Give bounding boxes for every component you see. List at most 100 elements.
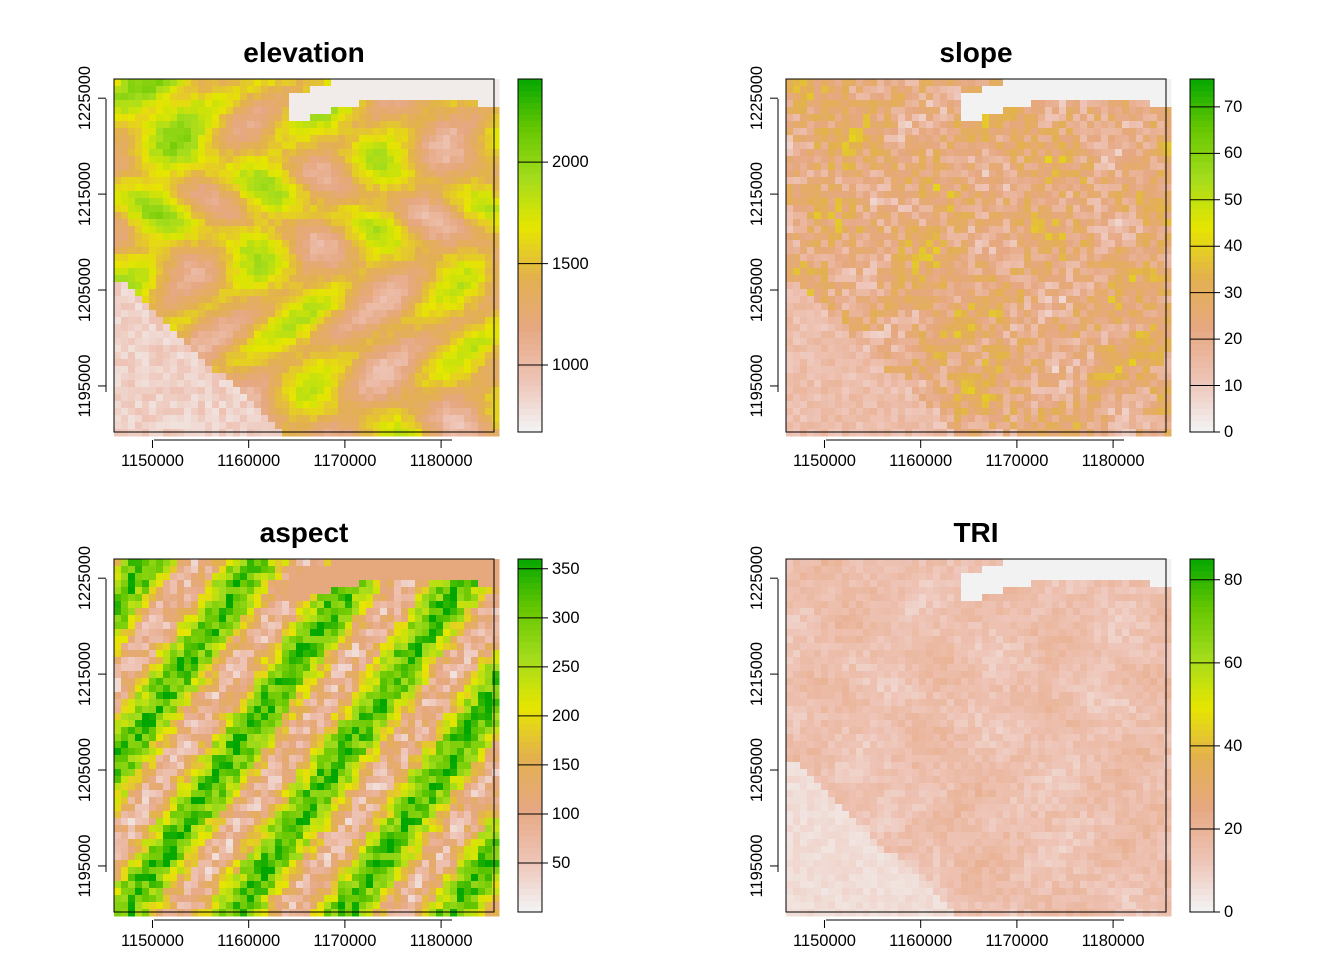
legend-color-step [518,835,542,842]
legend-color-step [1190,167,1214,174]
x-tick-label: 1170000 [313,932,377,950]
legend-color-step [1190,900,1214,907]
legend-color-step [518,717,542,725]
y-tick-label: 1195000 [748,834,766,898]
legend-color-step [1190,190,1214,198]
legend-color-step [518,143,542,151]
legend-color-step [518,700,542,707]
legend-color-step [1190,588,1214,595]
panel-tri [770,558,1220,928]
legend-tick-label: 60 [1224,653,1243,672]
legend-color-step [1190,284,1214,292]
legend-color-step [1190,635,1214,642]
elevation-axes [98,97,452,448]
legend-color-step [518,214,542,221]
legend-color-step [518,308,542,315]
tri-map-frame [785,558,1167,913]
legend-color-step [518,794,542,801]
y-tick-label: 1215000 [748,641,766,707]
legend-color-step [1190,859,1214,866]
legend-tick-label: 0 [1224,903,1234,921]
legend-color-step [518,196,542,204]
legend-color-step [1190,641,1214,648]
legend-color-step [1190,302,1214,310]
panel-aspect [98,558,548,928]
legend-tick-label: 2000 [552,153,589,172]
elevation-map-frame [113,78,495,433]
legend-color-step [1190,629,1214,637]
legend-color-step [1190,888,1214,895]
legend-color-step [1190,426,1214,433]
legend-color-step [1190,582,1214,590]
legend-tick-label: 30 [1224,283,1243,302]
legend-color-step [1190,811,1214,819]
x-tick-label: 1150000 [792,932,856,950]
legend-color-step [518,255,542,262]
legend-color-step [1190,864,1214,872]
legend-color-step [1190,764,1214,772]
legend-color-step [518,131,542,139]
legend-tick-label: 40 [1224,736,1243,755]
y-tick-label: 1215000 [76,641,94,707]
legend-color-step [1190,694,1214,701]
legend-tick-label: 20 [1224,819,1243,838]
legend-color-step [1190,594,1214,601]
legend-color-step [518,279,542,286]
y-tick-label: 1195000 [76,834,94,898]
legend-color-step [518,617,542,625]
legend-color-step [518,379,542,386]
legend-color-step [518,670,542,678]
legend-color-step [518,629,542,637]
legend-color-step [518,137,542,145]
legend-color-step [518,343,542,351]
legend-color-step [518,390,542,398]
legend-color-step [518,600,542,607]
x-tick-label: 1180000 [409,932,473,950]
legend-color-step [518,753,542,760]
legend-color-step [1190,723,1214,731]
legend-color-step [518,408,542,415]
legend-color-step [1190,296,1214,304]
legend-color-step [1190,617,1214,625]
legend-color-step [518,635,542,642]
legend-color-step [1190,747,1214,754]
legend-color-step [518,402,542,410]
panel-slope [770,78,1220,448]
legend-color-step [1190,817,1214,825]
x-tick-label: 1150000 [120,932,184,950]
legend-color-step [1190,120,1214,127]
legend-color-step [1190,90,1214,98]
legend-color-step [1190,337,1214,345]
legend-color-step [1190,682,1214,690]
legend-color-step [1190,823,1214,831]
legend-color-step [1190,876,1214,884]
legend-color-step [1190,676,1214,684]
legend-color-step [518,190,542,198]
legend-color-step [1190,231,1214,239]
legend-color-step [518,800,542,807]
legend-color-step [1190,349,1214,357]
legend-color-step [518,249,542,257]
legend-color-step [1190,367,1214,374]
legend-color-step [1190,384,1214,392]
legend-color-step [518,576,542,584]
legend-tick-label: 300 [552,608,580,627]
legend-tick-label: 100 [552,804,580,823]
legend-color-step [518,426,542,433]
legend-color-step [1190,267,1214,274]
x-tick-label: 1170000 [313,452,377,470]
legend-color-step [1190,379,1214,386]
y-tick-label: 1225000 [748,66,766,131]
legend-color-step [1190,255,1214,262]
legend-color-step [1190,279,1214,286]
legend-color-step [518,864,542,872]
legend-color-step [518,664,542,672]
legend-color-step [1190,600,1214,607]
legend-color-step [1190,700,1214,707]
legend-color-step [1190,373,1214,380]
legend-color-step [518,414,542,421]
legend-tick-label: 40 [1224,237,1243,256]
legend-color-step [518,870,542,878]
legend-color-step [1190,396,1214,404]
aspect-axes [98,577,452,928]
